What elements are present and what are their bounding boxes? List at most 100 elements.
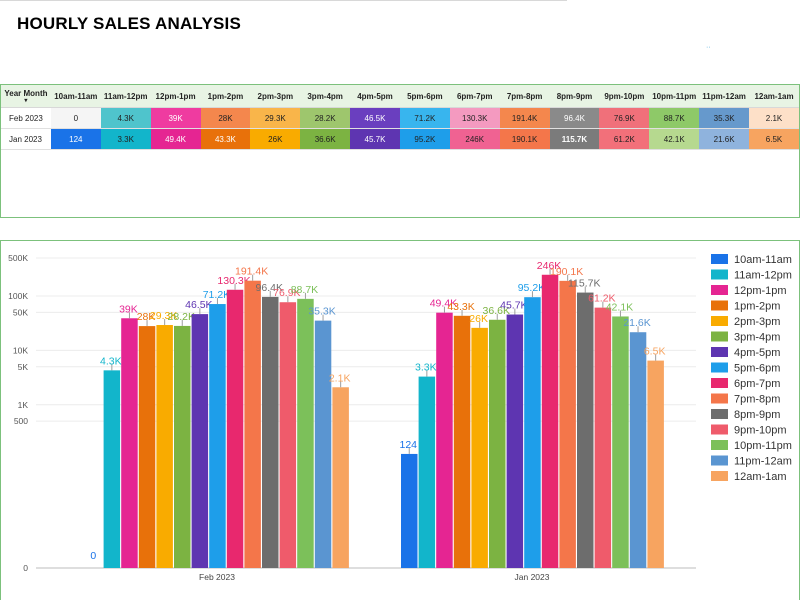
legend-swatch[interactable] [711,285,728,295]
column-header[interactable]: 3pm-4pm [300,85,351,108]
table-cell: 28.2K [300,107,351,129]
column-header[interactable]: 4pm-5pm [350,85,400,108]
data-label: 39K [119,303,138,315]
table-cell: 95.2K [399,128,450,150]
legend-swatch[interactable] [711,440,728,450]
column-header[interactable]: 10am-11am [50,85,101,108]
bar [279,302,297,568]
data-label: 46.5K [185,299,212,311]
legend-label[interactable]: 12am-1am [734,471,787,483]
legend-label[interactable]: 10am-11am [734,254,792,266]
table-cell: 36.6K [300,128,351,150]
table-cell: 61.2K [599,128,650,150]
legend-swatch[interactable] [711,455,728,466]
legend-label[interactable]: 9pm-10pm [734,425,787,437]
data-label: 95.2K [518,282,545,294]
column-header[interactable]: 8pm-9pm [549,85,600,108]
column-header[interactable]: 5pm-6pm [399,85,450,108]
legend-swatch[interactable] [711,331,728,342]
y-tick-label: 10K [13,345,28,355]
legend-swatch[interactable] [711,300,728,311]
bar [209,304,226,568]
bar [612,316,629,568]
y-tick-label: 50K [13,307,28,317]
table-cell: 71.2K [399,107,450,129]
table-cell: 39K [150,107,201,129]
table-cell: 46.5K [350,107,400,129]
legend-label[interactable]: 12pm-1pm [734,285,787,297]
data-label: 26K [469,313,488,325]
bar [506,314,524,568]
legend-swatch[interactable] [711,316,728,326]
bar [471,327,488,568]
column-header[interactable]: 7pm-8pm [499,85,550,108]
legend-swatch[interactable] [711,269,728,280]
y-tick-label: 500 [14,416,28,426]
column-header[interactable]: 9pm-10pm [599,85,650,108]
legend-swatch[interactable] [711,347,728,357]
bar [629,332,647,568]
bar [244,280,261,568]
data-label: 88.7K [291,284,318,296]
column-header[interactable]: 2pm-3pm [250,85,301,108]
legend-label[interactable]: 8pm-9pm [734,409,780,421]
sort-caret-icon[interactable]: ▾ [24,97,28,104]
table-header-row: Year Month ▾ 10am-11am 11am-12pm 12pm-1pm 1pm… [1,85,799,108]
column-header[interactable]: 11pm-12am [699,85,750,108]
legend-swatch[interactable] [711,471,728,481]
legend-label[interactable]: 11am-12pm [734,270,792,282]
data-label: 28.2K [168,311,195,323]
legend-swatch[interactable] [711,424,728,435]
legend-label[interactable]: 6pm-7pm [734,378,780,390]
table-cell: 6.5K [749,128,799,150]
y-tick-label: 1K [18,400,29,410]
table-cell: 3.3K [100,128,151,150]
y-tick-label: 5K [18,362,29,372]
row-header-year-month[interactable]: Year Month ▾ [1,85,51,108]
column-header[interactable]: 11am-12pm [100,85,151,108]
legend-label[interactable]: 7pm-8pm [734,394,780,406]
table-cell: 43.3K [200,128,251,150]
column-header[interactable]: 1pm-2pm [200,85,251,108]
column-header[interactable]: 12pm-1pm [150,85,201,108]
legend-swatch[interactable] [711,362,728,373]
bar [541,274,559,568]
legend-label[interactable]: 1pm-2pm [734,301,780,313]
legend-label[interactable]: 5pm-6pm [734,363,780,375]
data-label: 61.2K [588,293,615,305]
table-row[interactable]: Feb 2023 0 4.3K 39K 28K 29.3K 28.2K 46.5K 71.2K 1… [1,107,799,129]
tiny-mark: ·· [706,44,711,51]
table-row[interactable]: Jan 2023 124 3.3K 49.4K 43.3K 26K 36.6K 45.7K 95… [1,128,799,150]
column-header[interactable]: 6pm-7pm [449,85,500,108]
table-cell: 88.7K [649,107,700,129]
legend-label[interactable]: 4pm-5pm [734,347,780,359]
column-header[interactable]: 10pm-11pm [649,85,700,108]
table-cell: 42.1K [649,128,700,150]
data-label: 191.4K [235,266,268,278]
legend-swatch[interactable] [711,409,728,419]
table-cell: 2.1K [749,107,799,129]
legend-label[interactable]: 11pm-12am [734,456,792,468]
legend-label[interactable]: 10pm-11pm [734,440,792,452]
legend-swatch[interactable] [711,393,728,404]
legend-swatch[interactable] [711,378,728,388]
pivot-table-panel: Year Month ▾ 10am-11am 11am-12pm 12pm-1pm 1pm… [0,84,800,218]
table-cell: 191.4K [499,107,550,129]
x-tick-label: Jan 2023 [515,572,550,582]
data-label: 42.1K [606,301,633,313]
bar [156,325,173,568]
y-tick-label: 0 [23,563,28,573]
legend-label[interactable]: 3pm-4pm [734,332,780,344]
y-tick-label: 100K [8,291,28,301]
title-divider [0,0,567,1]
column-header[interactable]: 12am-1am [749,85,799,108]
legend-swatch[interactable] [711,254,728,264]
legend-label[interactable]: 2pm-3pm [734,316,780,328]
data-label: 0 [90,550,96,562]
bar [401,453,418,568]
bar [121,318,138,568]
table-cell: 45.7K [350,128,400,150]
row-label: Jan 2023 [1,128,51,150]
table-cell: 124 [50,128,101,150]
bar [647,360,664,568]
